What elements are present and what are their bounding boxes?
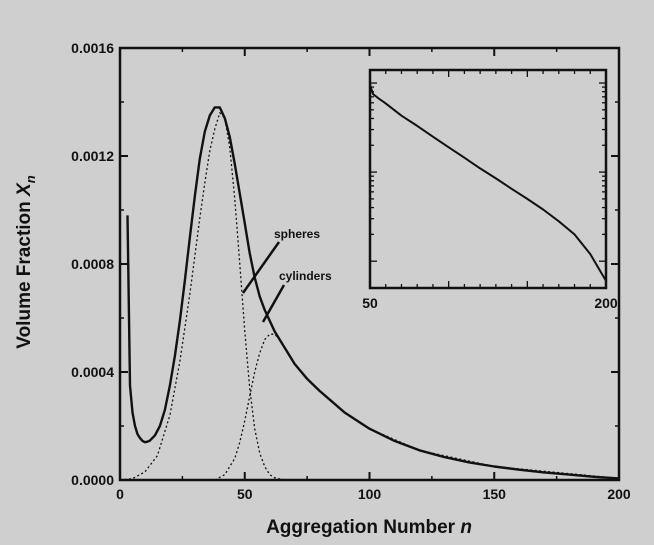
inset-axis-ticks: 50 200	[362, 70, 618, 311]
x-axis-title: Aggregation Number n	[266, 517, 472, 538]
inset-distribution-line	[369, 84, 607, 282]
inset-series-group	[369, 84, 607, 282]
cylinders-pointer	[261, 284, 286, 323]
x-tick-label: 150	[483, 486, 507, 502]
x-tick-label: 200	[607, 486, 631, 502]
inset-plot-frame	[368, 68, 608, 290]
y-tick-label: 0.0000	[71, 472, 114, 488]
y-axis-title-text: Volume Fraction	[14, 201, 35, 348]
main-axis-ticks: 0 50 100 150 200 0.0000 0.0004 0.0008 0.0012 0.00…	[71, 40, 631, 502]
spheres-line	[119, 112, 295, 481]
x-axis-title-text: Aggregation Number	[266, 517, 456, 538]
y-tick-label: 0.0016	[71, 40, 114, 56]
x-tick-label: 0	[116, 486, 124, 502]
x-tick-label: 50	[237, 486, 253, 502]
cylinders-annotation: cylinders	[261, 269, 332, 323]
total-distribution-line	[126, 106, 620, 480]
spheres-label: spheres	[274, 227, 320, 241]
cylinders-label: cylinders	[279, 269, 332, 283]
y-axis-title-var: X	[14, 182, 35, 197]
spheres-annotation: spheres	[241, 227, 320, 294]
spheres-pointer	[241, 241, 281, 294]
y-tick-label: 0.0012	[71, 148, 114, 164]
x-axis-title-var: n	[460, 517, 472, 538]
inset-x-tick-label: 200	[594, 295, 618, 311]
y-tick-label: 0.0004	[71, 364, 114, 380]
y-tick-label: 0.0008	[71, 256, 114, 272]
inset-x-tick-label: 50	[362, 295, 378, 311]
cylinders-line	[214, 333, 620, 481]
main-series-group	[119, 106, 620, 481]
y-axis-title-sub: n	[23, 175, 38, 183]
x-tick-label: 100	[358, 486, 382, 502]
y-axis-title: Volume Fraction Xn	[14, 175, 38, 348]
